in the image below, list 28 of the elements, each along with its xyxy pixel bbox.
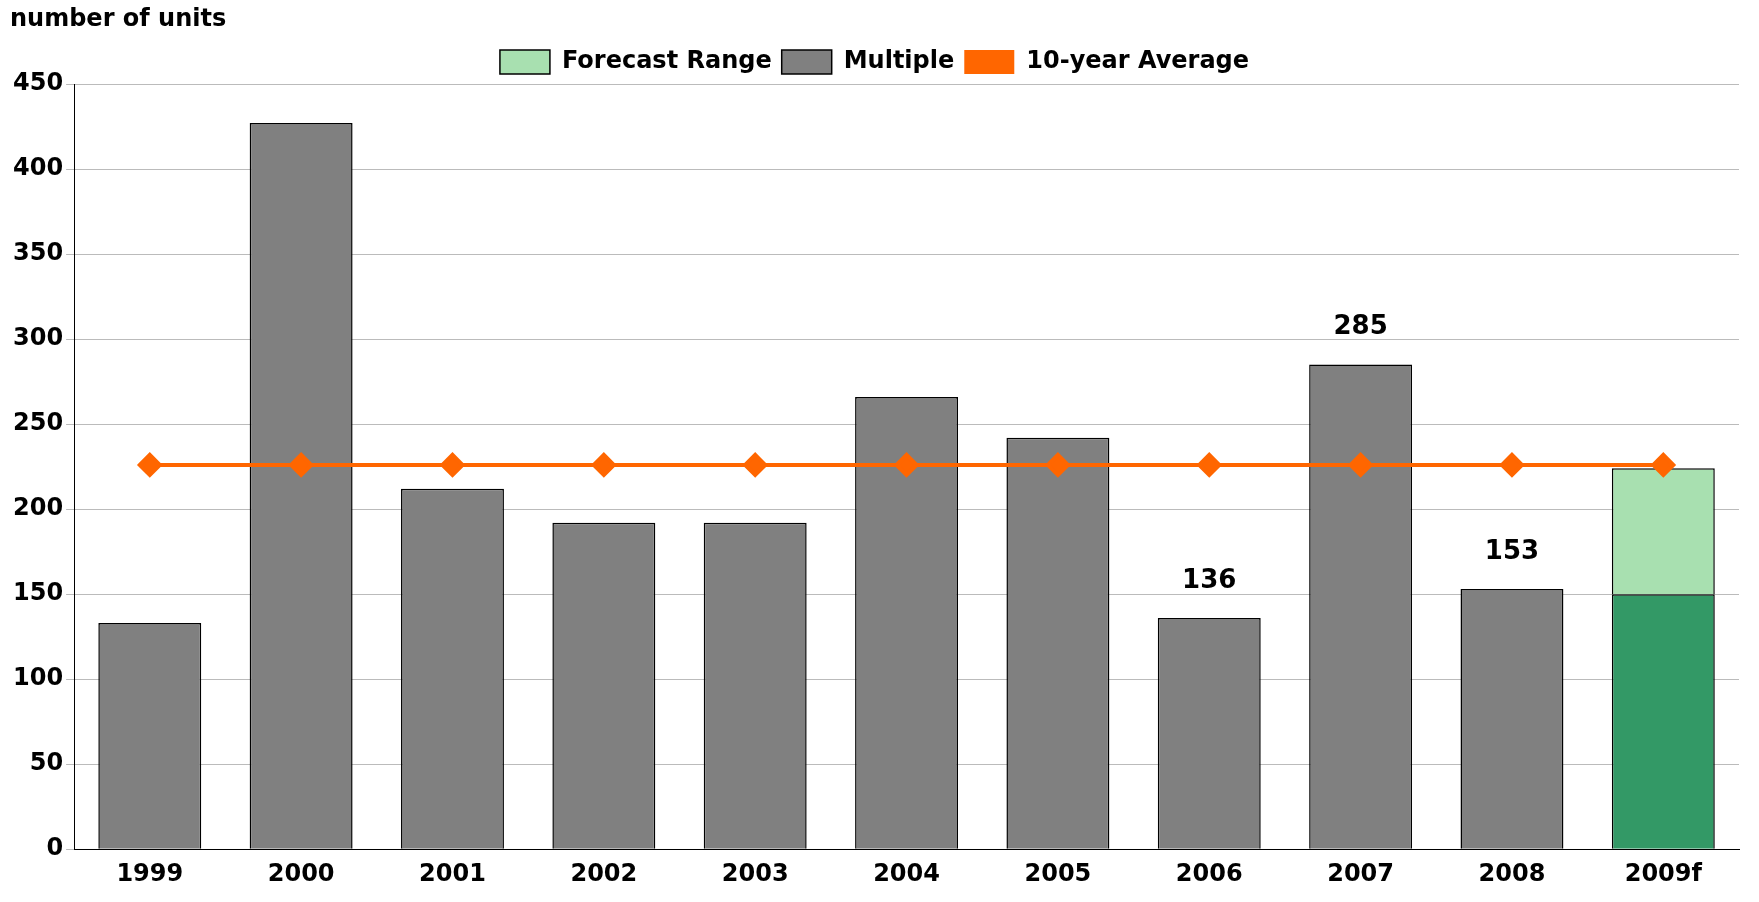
x-tick-label: 2002 (570, 858, 638, 887)
y-tick-label: 150 (12, 578, 64, 607)
x-tick-label: 2001 (419, 858, 486, 887)
y-tick-label: 200 (12, 493, 64, 522)
y-tick-label: 50 (29, 748, 64, 777)
y-tick-label: 350 (12, 238, 64, 267)
data-label: 285 (1333, 310, 1388, 341)
legend-label: 10-year Average (1026, 46, 1250, 75)
x-tick-label: 2006 (1175, 858, 1243, 887)
y-tick-label: 400 (12, 153, 64, 182)
x-tick-label: 2007 (1327, 858, 1395, 887)
x-tick-label: 2003 (721, 858, 789, 887)
x-tick-label: 1999 (116, 858, 184, 887)
x-tick-label: 2000 (267, 858, 335, 887)
y-axis-title: number of units (10, 4, 227, 32)
y-tick-label: 250 (12, 408, 64, 437)
y-tick-label: 0 (46, 833, 64, 862)
x-tick-label: 2004 (873, 858, 940, 887)
x-tick-label: 2009f (1624, 858, 1703, 887)
y-tick-label: 300 (12, 323, 64, 352)
x-tick-label: 2005 (1024, 858, 1092, 887)
legend-label: Forecast Range (561, 46, 772, 75)
x-tick-label: 2008 (1478, 858, 1546, 887)
legend-label: Multiple (843, 46, 955, 75)
y-tick-label: 450 (12, 68, 64, 97)
data-label: 153 (1484, 534, 1540, 565)
y-tick-label: 100 (12, 663, 64, 692)
data-label: 136 (1182, 563, 1237, 594)
